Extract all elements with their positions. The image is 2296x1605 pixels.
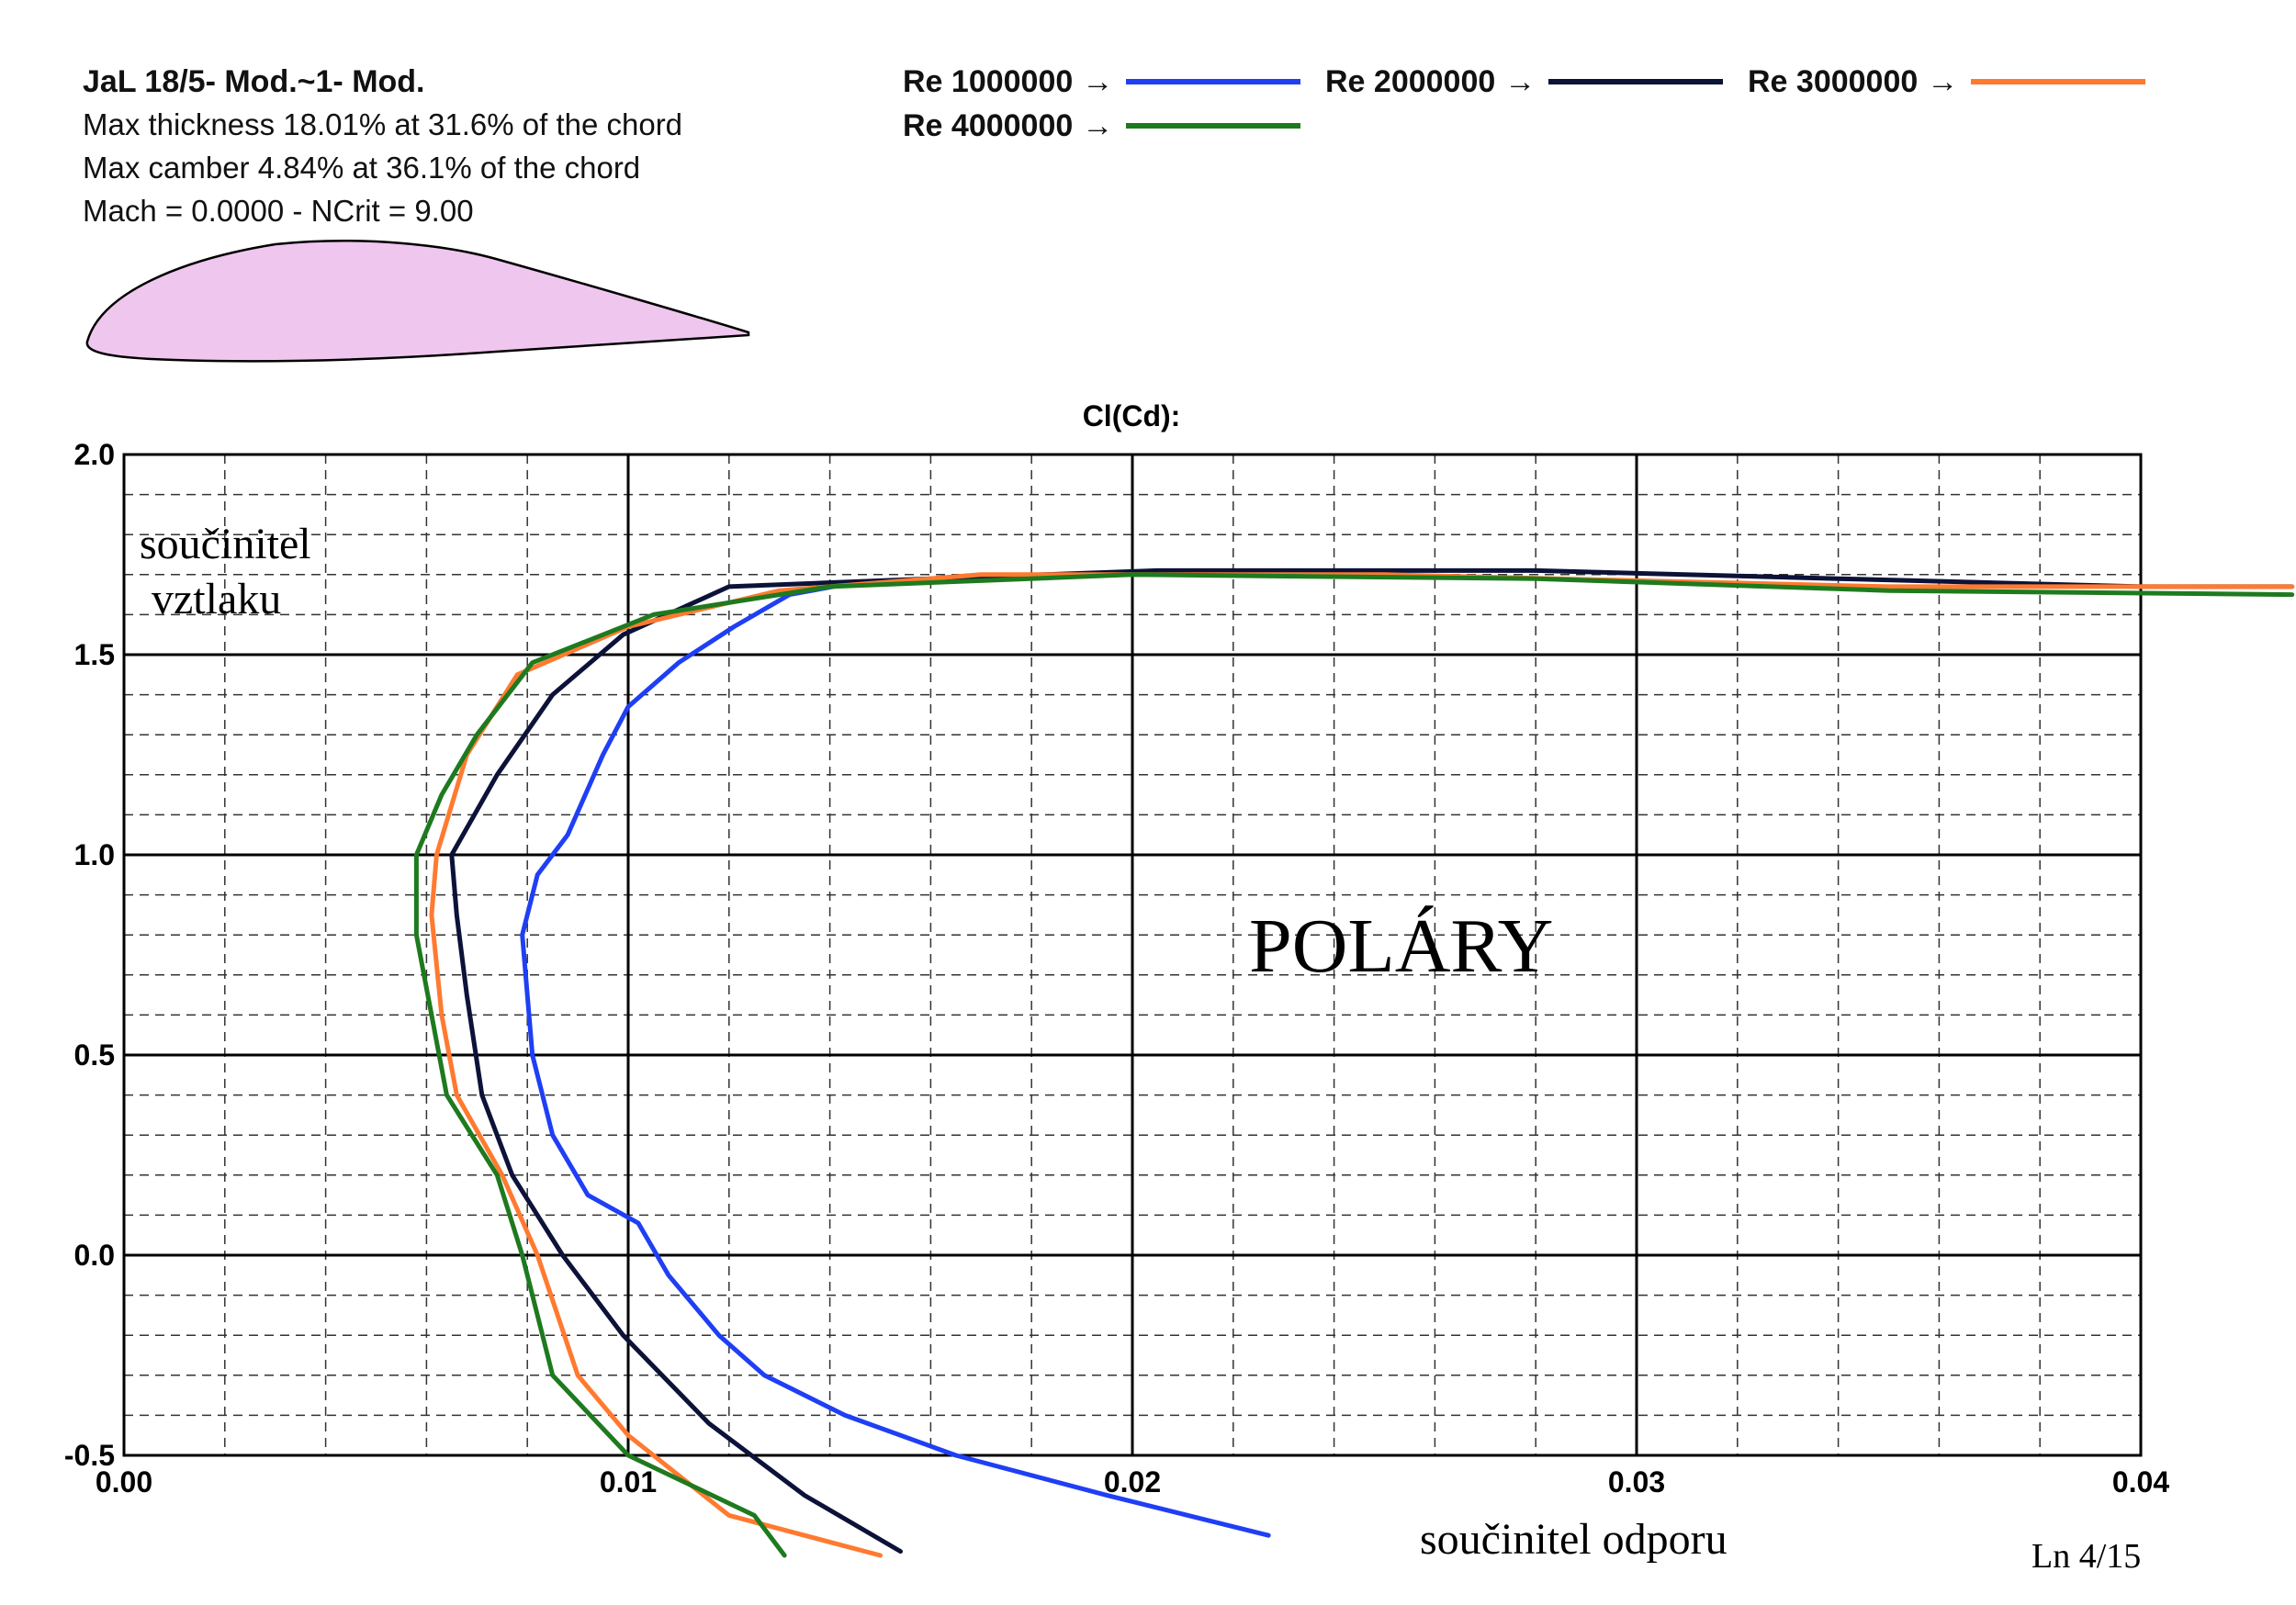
x-tick-label: 0.03 [1608, 1465, 1665, 1498]
y-tick-label: 0.0 [74, 1239, 115, 1272]
airfoil-shape [85, 240, 750, 363]
max-thickness-text: Max thickness 18.01% at 31.6% of the cho… [83, 107, 683, 141]
legend-swatch [1126, 123, 1301, 129]
y-tick-labels: -0.5 0.0 0.5 1.0 1.5 2.0 [64, 438, 115, 1472]
series-line-re-2000000 [449, 567, 2295, 1554]
plot-frame [122, 453, 2143, 1457]
airfoil-name: JaL 18/5- Mod.~1- Mod. [83, 64, 425, 99]
y-tick-label: 2.0 [74, 438, 115, 471]
legend-label: Re 4000000 [903, 107, 1074, 143]
legend-swatch [1971, 79, 2146, 84]
legend-swatch [1126, 79, 1301, 84]
chart-title: Cl(Cd): [1083, 399, 1181, 432]
y-tick-label: -0.5 [64, 1439, 115, 1472]
conditions-text: Mach = 0.0000 - NCrit = 9.00 [83, 194, 474, 228]
y-axis-label-line1: součinitel [140, 520, 311, 568]
x-tick-label: 0.04 [2112, 1465, 2169, 1498]
series-line-re-3000000 [429, 572, 2295, 1558]
legend-swatch [1548, 79, 1724, 84]
y-tick-label: 1.5 [74, 638, 115, 671]
series-line-re-1000000 [520, 576, 1271, 1538]
x-axis-label: součinitel odporu [1420, 1515, 1728, 1564]
y-axis-label-line2: vztlaku [152, 575, 281, 623]
legend-item-re3000000: Re 3000000 → [1748, 61, 2146, 103]
series-layer [413, 567, 2295, 1558]
max-camber-text: Max camber 4.84% at 36.1% of the chord [83, 151, 641, 185]
airfoil-info: JaL 18/5- Mod.~1- Mod. Max thickness 18.… [83, 61, 682, 232]
legend-item-re1000000: Re 1000000 → [903, 61, 1301, 103]
y-tick-label: 1.0 [74, 838, 115, 871]
x-tick-labels: 0.00 0.01 0.02 0.03 0.04 [96, 1465, 2169, 1498]
y-tick-label: 0.5 [74, 1038, 115, 1072]
series-line-re-4000000 [413, 572, 2295, 1558]
center-label: POLÁRY [1249, 904, 1553, 989]
x-tick-label: 0.02 [1104, 1465, 1161, 1498]
legend-item-re2000000: Re 2000000 → [1325, 61, 1724, 103]
corner-label: Ln 4/15 [2032, 1537, 2141, 1576]
legend-label: Re 2000000 [1325, 63, 1496, 99]
legend-label: Re 3000000 [1748, 63, 1919, 99]
x-tick-label: 0.01 [600, 1465, 657, 1498]
legend-item-re4000000: Re 4000000 → [903, 105, 1301, 147]
legend-label: Re 1000000 [903, 63, 1074, 99]
x-tick-label: 0.00 [96, 1465, 152, 1498]
